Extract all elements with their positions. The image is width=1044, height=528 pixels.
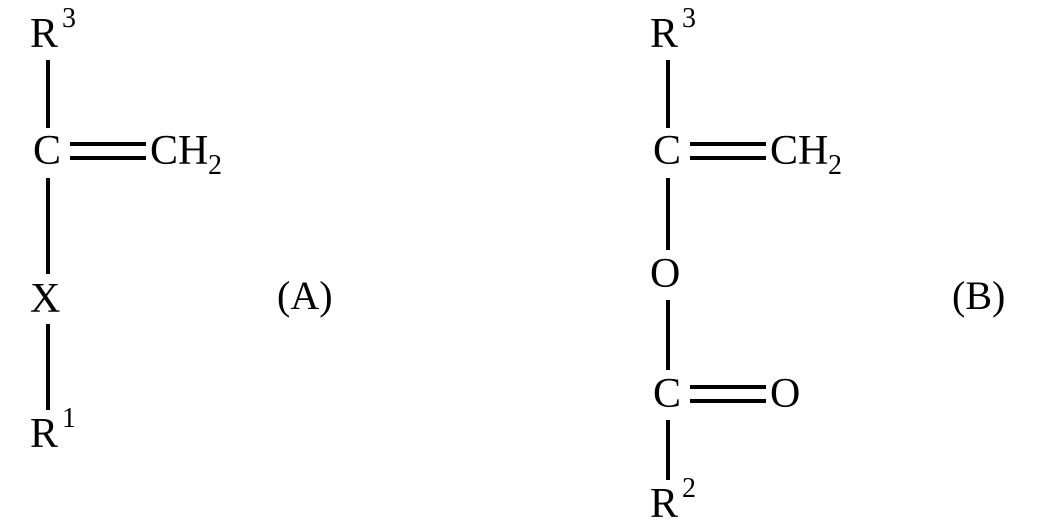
bond-c2-r2-b bbox=[666, 420, 670, 480]
atom-ch2-sub-a: 2 bbox=[208, 152, 222, 180]
bond-c-ch2-bot-b bbox=[690, 156, 766, 160]
bond-c-x-a bbox=[46, 178, 50, 274]
bond-c2-o2-bot-b bbox=[690, 399, 766, 403]
atom-r3-sup-a: 3 bbox=[62, 5, 76, 33]
atom-c1-b: C bbox=[653, 130, 681, 172]
bond-c-ch2-top-b bbox=[690, 142, 766, 146]
bond-c-ch2-top-a bbox=[70, 142, 146, 146]
bond-c-o-b bbox=[666, 178, 670, 250]
atom-x-a: X bbox=[30, 278, 60, 320]
diagram-canvas: R 3 C CH 2 X R 1 (A) R 3 C CH 2 O C bbox=[0, 0, 1044, 528]
atom-ch2-b: CH bbox=[770, 130, 828, 172]
atom-r3-b: R bbox=[650, 13, 678, 55]
atom-r3-sup-b: 3 bbox=[682, 5, 696, 33]
atom-r2-sup-b: 2 bbox=[682, 475, 696, 503]
atom-c-a: C bbox=[33, 130, 61, 172]
bond-c2-o2-top-b bbox=[690, 385, 766, 389]
atom-o1-b: O bbox=[650, 253, 680, 295]
structure-label-a: (A) bbox=[277, 276, 333, 316]
atom-r1-sup-a: 1 bbox=[62, 405, 76, 433]
bond-c-ch2-bot-a bbox=[70, 156, 146, 160]
atom-r3-a: R bbox=[30, 13, 58, 55]
atom-r2-b: R bbox=[650, 483, 678, 525]
bond-o-c2-b bbox=[666, 300, 670, 370]
atom-ch2-sub-b: 2 bbox=[828, 152, 842, 180]
bond-r3-c-b bbox=[666, 60, 670, 128]
atom-c2-b: C bbox=[653, 373, 681, 415]
atom-r1-a: R bbox=[30, 413, 58, 455]
atom-ch2-a: CH bbox=[150, 130, 208, 172]
atom-o2-b: O bbox=[770, 373, 800, 415]
bond-x-r1-a bbox=[46, 324, 50, 410]
bond-r3-c-a bbox=[46, 60, 50, 128]
structure-label-b: (B) bbox=[952, 276, 1005, 316]
